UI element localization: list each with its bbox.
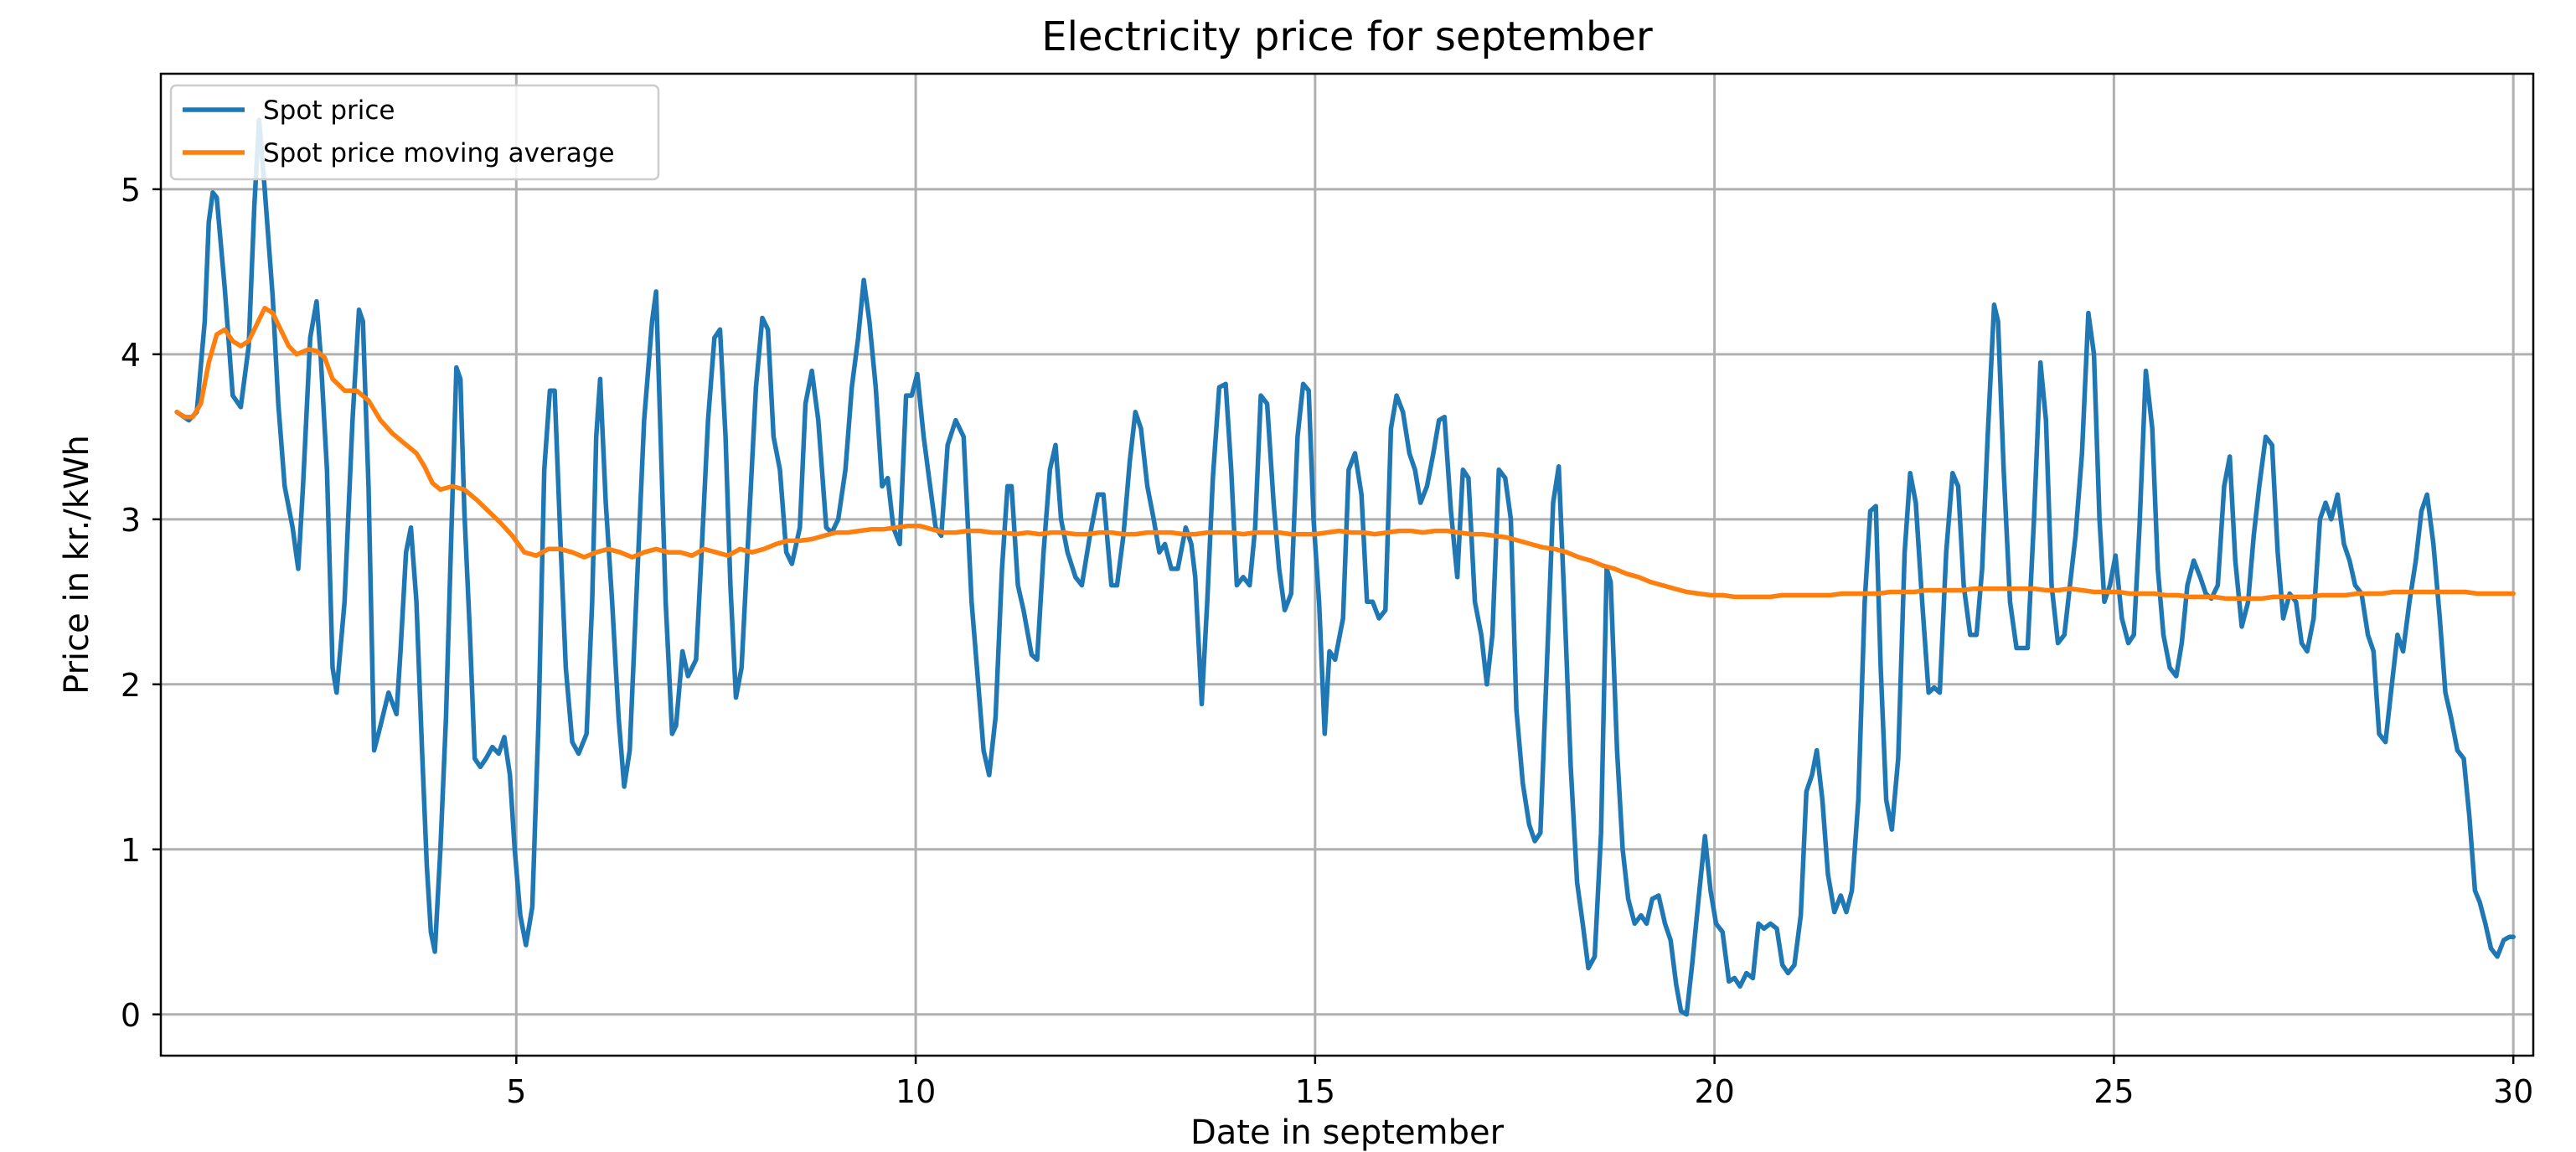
y-tick-label-1: 1 — [121, 832, 141, 869]
y-tick-label-4: 4 — [121, 337, 141, 374]
legend: Spot price Spot price moving average — [169, 84, 660, 181]
series-line-spot-price — [174, 117, 2516, 1017]
x-tick-label-0: 5 — [506, 1073, 526, 1110]
chart-title: Electricity price for september — [1041, 13, 1653, 60]
legend-label-spot-price-moving-average: Spot price moving average — [263, 138, 615, 168]
y-tick-label-0: 0 — [121, 997, 141, 1034]
x-tick-label-1: 10 — [896, 1073, 936, 1110]
plot-frame — [159, 72, 2535, 1057]
legend-box — [169, 84, 660, 181]
y-axis-label: Price in kr./kWh — [58, 435, 96, 695]
x-tick-label-3: 20 — [1694, 1073, 1734, 1110]
plot-lines — [174, 117, 2516, 1017]
x-axis: 5 10 15 20 25 30 — [506, 1056, 2533, 1110]
y-tick-label-2: 2 — [121, 667, 141, 704]
y-tick-label-5: 5 — [121, 172, 141, 209]
x-tick-label-4: 25 — [2093, 1073, 2134, 1110]
series-line-spot-price-moving-average — [174, 305, 2516, 602]
x-axis-label: Date in september — [1190, 1113, 1505, 1152]
legend-label-spot-price: Spot price — [263, 96, 395, 126]
y-axis: 0 1 2 3 4 5 — [121, 172, 161, 1034]
x-tick-label-5: 30 — [2493, 1073, 2533, 1110]
y-tick-label-3: 3 — [121, 502, 141, 539]
x-tick-label-2: 15 — [1295, 1073, 1335, 1110]
